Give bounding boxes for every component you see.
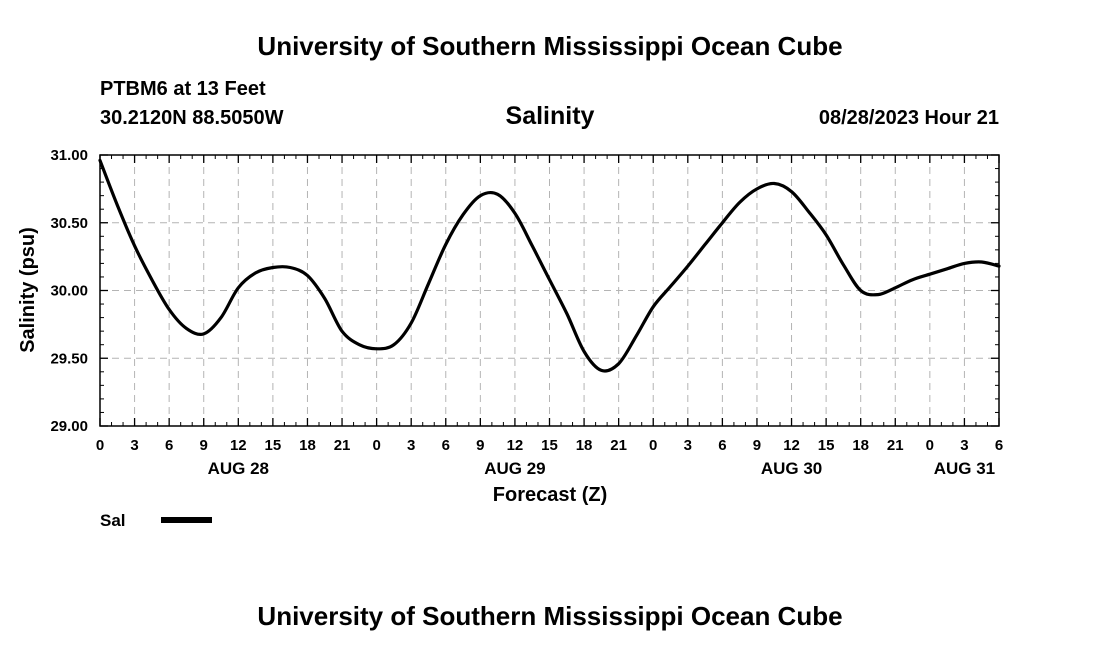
y-tick-label: 30.50 [50,215,88,232]
series-layer [98,158,1001,373]
station-label: PTBM6 at 13 Feet [100,78,266,100]
date-label: AUG 31 [934,459,995,478]
x-tick-label: 9 [476,437,484,454]
legend-label: Sal [100,511,126,530]
date-label: AUG 28 [208,459,269,478]
x-tick-label: 9 [753,437,761,454]
date-label: AUG 29 [484,459,545,478]
x-tick-label: 0 [96,437,104,454]
x-tick-label: 15 [541,437,558,454]
x-tick-labels: 0 3 6 9 12 15 18 21 0 3 6 9 12 15 18 21 0 3 6 9 12 15 18 21 0 3 6 [96,437,1003,454]
series-line-salinity [98,158,1001,373]
y-tick-label: 31.00 [50,147,88,164]
x-tick-label: 21 [610,437,627,454]
page-title: University of Southern Mississippi Ocean… [257,31,842,61]
date-labels: AUG 28 AUG 29 AUG 30 AUG 31 [208,459,996,478]
x-tick-label: 12 [507,437,524,454]
coords-label: 30.2120N 88.5050W [100,107,284,129]
x-tick-label: 6 [995,437,1003,454]
x-tick-label: 0 [649,437,657,454]
x-tick-label: 9 [200,437,208,454]
legend: Sal [100,511,212,530]
x-tick-label: 3 [130,437,138,454]
x-tick-label: 6 [718,437,726,454]
y-tick-label: 30.00 [50,283,88,300]
x-tick-label: 18 [852,437,869,454]
chart-title: Salinity [506,102,595,130]
x-tick-label: 6 [442,437,450,454]
timestamp-label: 08/28/2023 Hour 21 [819,107,999,129]
x-tick-label: 3 [407,437,415,454]
date-label: AUG 30 [761,459,822,478]
x-tick-label: 18 [299,437,316,454]
x-tick-label: 15 [818,437,835,454]
x-axis-label: Forecast (Z) [493,484,607,506]
y-tick-label: 29.00 [50,418,88,435]
x-tick-label: 3 [960,437,968,454]
x-tick-label: 18 [576,437,593,454]
plot-frame [99,154,1000,427]
x-tick-label: 0 [926,437,934,454]
x-tick-label: 12 [230,437,247,454]
x-tick-label: 0 [372,437,380,454]
x-tick-label: 21 [887,437,904,454]
x-tick-label: 15 [265,437,282,454]
y-tick-labels: 29.00 29.50 30.00 30.50 31.00 [50,147,88,435]
x-tick-label: 3 [684,437,692,454]
x-tick-label: 21 [334,437,351,454]
y-axis-label: Salinity (psu) [17,227,39,353]
footer-title: University of Southern Mississippi Ocean… [257,601,842,631]
x-tick-label: 12 [783,437,800,454]
x-tick-label: 6 [165,437,173,454]
y-tick-label: 29.50 [50,350,88,367]
